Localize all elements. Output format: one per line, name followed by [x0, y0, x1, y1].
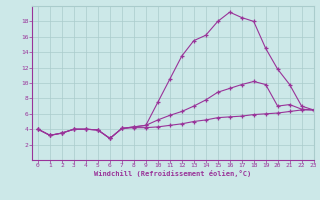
- X-axis label: Windchill (Refroidissement éolien,°C): Windchill (Refroidissement éolien,°C): [94, 170, 252, 177]
